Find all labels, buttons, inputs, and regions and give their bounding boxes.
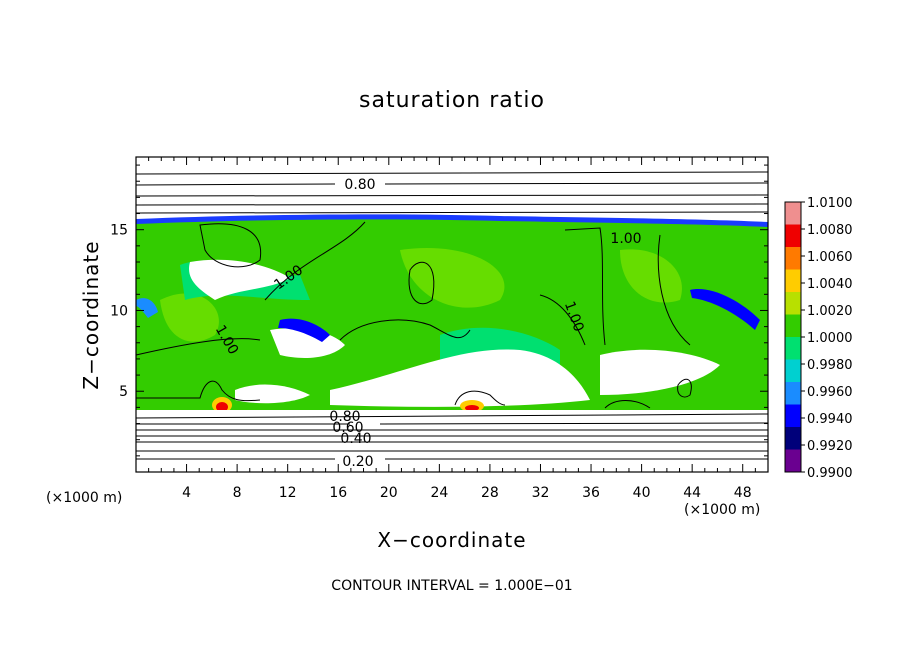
x-tick-label: 32 xyxy=(532,485,550,501)
contour-line xyxy=(135,338,261,356)
contour-line xyxy=(539,294,586,346)
field-blue-streak xyxy=(136,298,158,318)
colorbar-label: 0.9980 xyxy=(807,358,853,373)
colorbar-swatch xyxy=(785,224,801,248)
field-light-green-patch xyxy=(620,249,682,303)
x-tick-label: 4 xyxy=(182,485,191,501)
contour-line xyxy=(135,182,769,186)
contour-lines xyxy=(135,171,769,460)
field-white-region xyxy=(235,384,310,404)
x-tick-label: 16 xyxy=(329,485,347,501)
field-blue-streak xyxy=(690,289,760,330)
colorbar: 1.0100 1.0080 1.0060 1.0040 1.0020 1.0000 0.99… xyxy=(784,196,853,481)
x-unit-left: (×1000 m) xyxy=(46,490,123,506)
colorbar-swatch xyxy=(785,337,801,360)
field-white-region xyxy=(600,349,720,395)
colorbar-label: 0.9900 xyxy=(807,466,853,481)
saturation-field xyxy=(136,214,768,472)
colorbar-swatch xyxy=(785,359,801,383)
colorbar-swatch xyxy=(785,314,801,338)
x-unit-right: (×1000 m) xyxy=(684,502,761,518)
colorbar-label: 1.0060 xyxy=(807,250,853,265)
x-tick-label: 40 xyxy=(633,485,651,501)
colorbar-label: 1.0080 xyxy=(807,223,853,238)
field-top-blue-edge xyxy=(136,214,768,227)
contour-line xyxy=(135,171,769,175)
colorbar-label: 1.0000 xyxy=(807,331,853,346)
colorbar-swatch xyxy=(785,247,801,270)
contour-line xyxy=(136,422,769,425)
x-tick-label: 44 xyxy=(683,485,701,501)
contour-label: 0.80 xyxy=(344,177,375,193)
colorbar-label: 1.0020 xyxy=(807,304,853,319)
contour-line xyxy=(264,221,366,301)
y-axis-ticks: 5 10 15 xyxy=(110,164,768,457)
field-hotspot xyxy=(465,405,479,411)
colorbar-swatch xyxy=(785,449,801,473)
contour-interval-footer: CONTOUR INTERVAL = 1.000E−01 xyxy=(331,578,573,594)
contour-label: 1.00 xyxy=(610,231,641,247)
colorbar-swatch xyxy=(785,269,801,293)
x-axis-ticks: 4 8 12 16 20 24 28 32 36 40 44 48 xyxy=(148,157,756,501)
field-white-region xyxy=(189,259,290,300)
contour-line xyxy=(135,203,769,206)
contour-line xyxy=(135,211,769,214)
colorbar-swatch xyxy=(785,404,801,428)
contour-line xyxy=(136,380,261,402)
x-axis-label: X−coordinate xyxy=(377,528,527,552)
x-tick-label: 20 xyxy=(380,485,398,501)
x-tick-label: 36 xyxy=(582,485,600,501)
contour-line xyxy=(677,378,692,398)
x-tick-label: 12 xyxy=(279,485,297,501)
x-tick-label: 8 xyxy=(233,485,242,501)
contour-line xyxy=(604,400,651,409)
contour-line xyxy=(657,234,691,346)
x-tick-label: 28 xyxy=(481,485,499,501)
field-lower-band xyxy=(136,410,768,472)
contour-line xyxy=(339,319,471,341)
field-light-green-patch xyxy=(160,293,219,342)
colorbar-label: 1.0100 xyxy=(807,196,853,211)
chart-title: saturation ratio xyxy=(359,88,545,113)
contour-label: 0.40 xyxy=(340,431,371,447)
field-blue-streak xyxy=(278,318,330,342)
colorbar-swatch xyxy=(785,292,801,315)
y-tick-label: 15 xyxy=(110,223,128,239)
x-tick-label: 24 xyxy=(430,485,448,501)
field-white-region xyxy=(330,349,590,407)
colorbar-swatch xyxy=(785,202,801,225)
y-tick-label: 10 xyxy=(110,303,128,319)
colorbar-label: 0.9940 xyxy=(807,412,853,427)
colorbar-swatch xyxy=(785,382,801,405)
x-tick-label: 48 xyxy=(734,485,752,501)
colorbar-label: 1.0040 xyxy=(807,277,853,292)
contour-label: 0.60 xyxy=(332,420,363,436)
contour-line xyxy=(408,261,435,305)
contour-line xyxy=(135,194,769,197)
contour-line xyxy=(199,223,262,268)
contour-label: 0.80 xyxy=(329,409,360,425)
y-tick-label: 5 xyxy=(119,384,128,400)
contour-label: 0.20 xyxy=(342,454,373,470)
colorbar-label: 0.9960 xyxy=(807,385,853,400)
contour-line xyxy=(454,390,506,406)
contour-line xyxy=(564,227,606,346)
field-hotspot xyxy=(216,402,228,412)
y-axis-label: Z−coordinate xyxy=(79,240,103,390)
colorbar-label: 0.9920 xyxy=(807,439,853,454)
colorbar-swatch xyxy=(785,427,801,450)
